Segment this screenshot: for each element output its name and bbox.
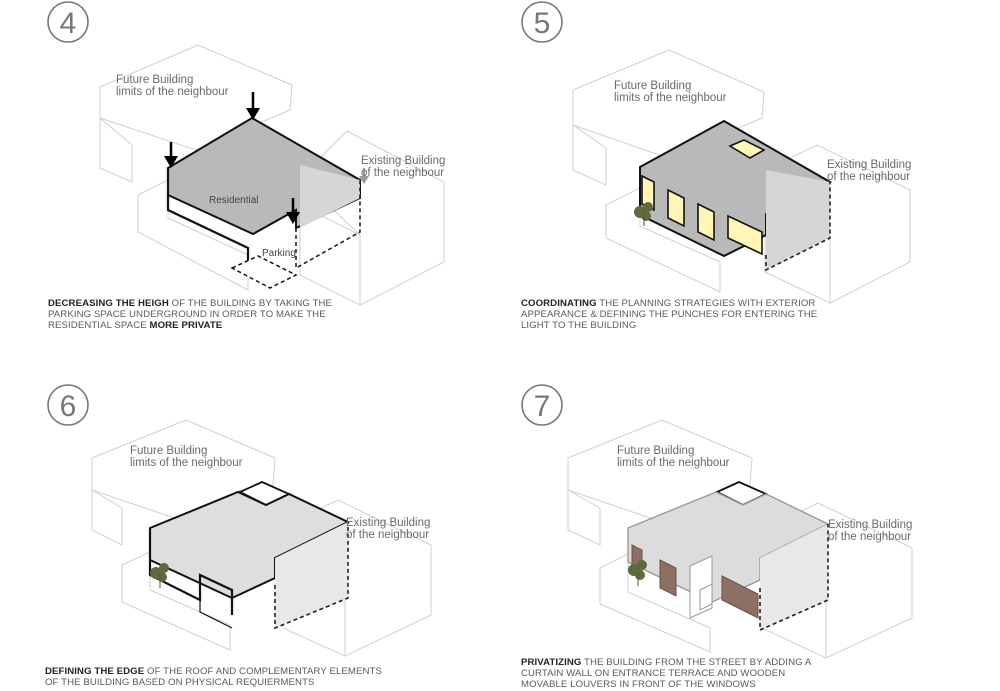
caption-bold: DEFINING THE EDGE [45, 666, 145, 677]
existing-label-line2: of the neighbour [827, 171, 910, 183]
wooden-louver [659, 559, 677, 597]
residential-hidden-edge [765, 182, 831, 272]
existing-label-line1: Existing Building [827, 159, 911, 171]
caption-step-4: DECREASING THE HEIGH OF THE BUILDING BY … [48, 298, 348, 331]
step-number-7: 7 [534, 390, 551, 423]
caption-bold: MORE PRIVATE [149, 320, 223, 331]
down-arrow-icon [286, 198, 300, 224]
tree-icon [634, 202, 653, 226]
residential-hidden-edge [274, 522, 349, 630]
parking-pocket [230, 255, 298, 289]
panel-7: 7 Future Building limits of the neighbou… [521, 384, 913, 659]
future-label-line1: Future Building [130, 445, 207, 457]
skylight-opening [728, 139, 766, 159]
future-label-line1: Future Building [617, 445, 694, 457]
caption-text: THE PLANNING STRATEGIES WITH EXTERIOR AP… [521, 298, 818, 331]
existing-label-line2: of the neighbour [828, 531, 911, 543]
step-number-4: 4 [60, 7, 77, 40]
residential-hidden-edge [759, 524, 829, 632]
step-circle-7 [521, 384, 563, 426]
existing-label-line1: Existing Building [346, 517, 430, 529]
tree-icon [150, 563, 169, 588]
step-number-5: 5 [534, 7, 551, 40]
step-number-6: 6 [60, 390, 77, 423]
parking-label: Parking [262, 248, 296, 259]
future-label-line1: Future Building [116, 74, 193, 86]
existing-label-line1: Existing Building [361, 155, 445, 167]
panel-4: 4 Future Bu [47, 1, 445, 306]
caption-bold: PRIVATIZING [521, 657, 582, 668]
panel-5: 5 Future Building limits of the neighbou… [521, 1, 911, 304]
down-arrow-icon [246, 92, 260, 120]
future-neighbour-side [99, 116, 133, 183]
residential-front-edge [166, 168, 250, 262]
existing-label-line2: of the neighbour [361, 167, 444, 179]
small-arrow-icon [359, 168, 369, 184]
window-punch [697, 202, 715, 242]
panel-6: 6 Future Building limits of the neighbou… [47, 384, 432, 657]
residential-right-face [275, 522, 348, 628]
entrance-terrace [699, 583, 713, 611]
future-label-line2: limits of the neighbour [116, 86, 229, 98]
existing-label-line2: of the neighbour [346, 529, 429, 541]
caption-step-7: PRIVATIZING THE BUILDING FROM THE STREET… [521, 657, 821, 690]
caption-text: OF THE ROOF AND COMPLEMENTARY ELEMENTS O… [45, 666, 382, 688]
residential-right-face [766, 170, 830, 270]
future-neighbour-side [91, 489, 123, 546]
future-label-line2: limits of the neighbour [617, 457, 730, 469]
window-punch [727, 214, 763, 256]
future-neighbour-side [572, 124, 607, 186]
caption-text: OF THE BUILDING BY TAKING THE PARKING SP… [48, 298, 332, 331]
future-label-line2: limits of the neighbour [130, 457, 243, 469]
caption-step-6: DEFINING THE EDGE OF THE ROOF AND COMPLE… [45, 666, 385, 688]
caption-bold: COORDINATING [521, 298, 597, 309]
wooden-louver [721, 575, 759, 619]
existing-label-line1: Existing Building [828, 519, 912, 531]
future-label-line2: limits of the neighbour [614, 92, 727, 104]
tree-icon [628, 560, 647, 586]
future-neighbour-side [567, 489, 601, 546]
future-label-line1: Future Building [614, 80, 691, 92]
step-circle-5 [521, 1, 563, 43]
window-punch [667, 188, 685, 228]
residential-label: Residential [209, 195, 258, 206]
residential-right-face [300, 165, 360, 228]
step-circle-4 [47, 1, 89, 43]
caption-text: THE BUILDING FROM THE STREET BY ADDING A… [521, 657, 811, 690]
window-punch [641, 174, 655, 212]
down-arrow-icon [164, 142, 178, 168]
caption-step-5: COORDINATING THE PLANNING STRATEGIES WIT… [521, 298, 841, 331]
step-circle-6 [47, 384, 89, 426]
residential-right-face [760, 524, 828, 630]
roof-edge-line [199, 575, 233, 629]
caption-bold: DECREASING THE HEIGH [48, 298, 169, 309]
